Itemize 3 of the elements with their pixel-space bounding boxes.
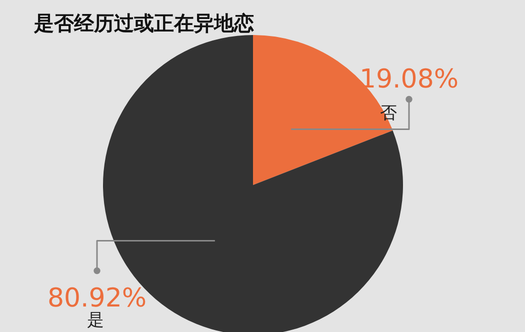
slice-label: 是 bbox=[87, 310, 104, 331]
data-label: 19.08% bbox=[359, 64, 459, 94]
chart-title: 是否经历过或正在异地恋 bbox=[33, 11, 254, 35]
